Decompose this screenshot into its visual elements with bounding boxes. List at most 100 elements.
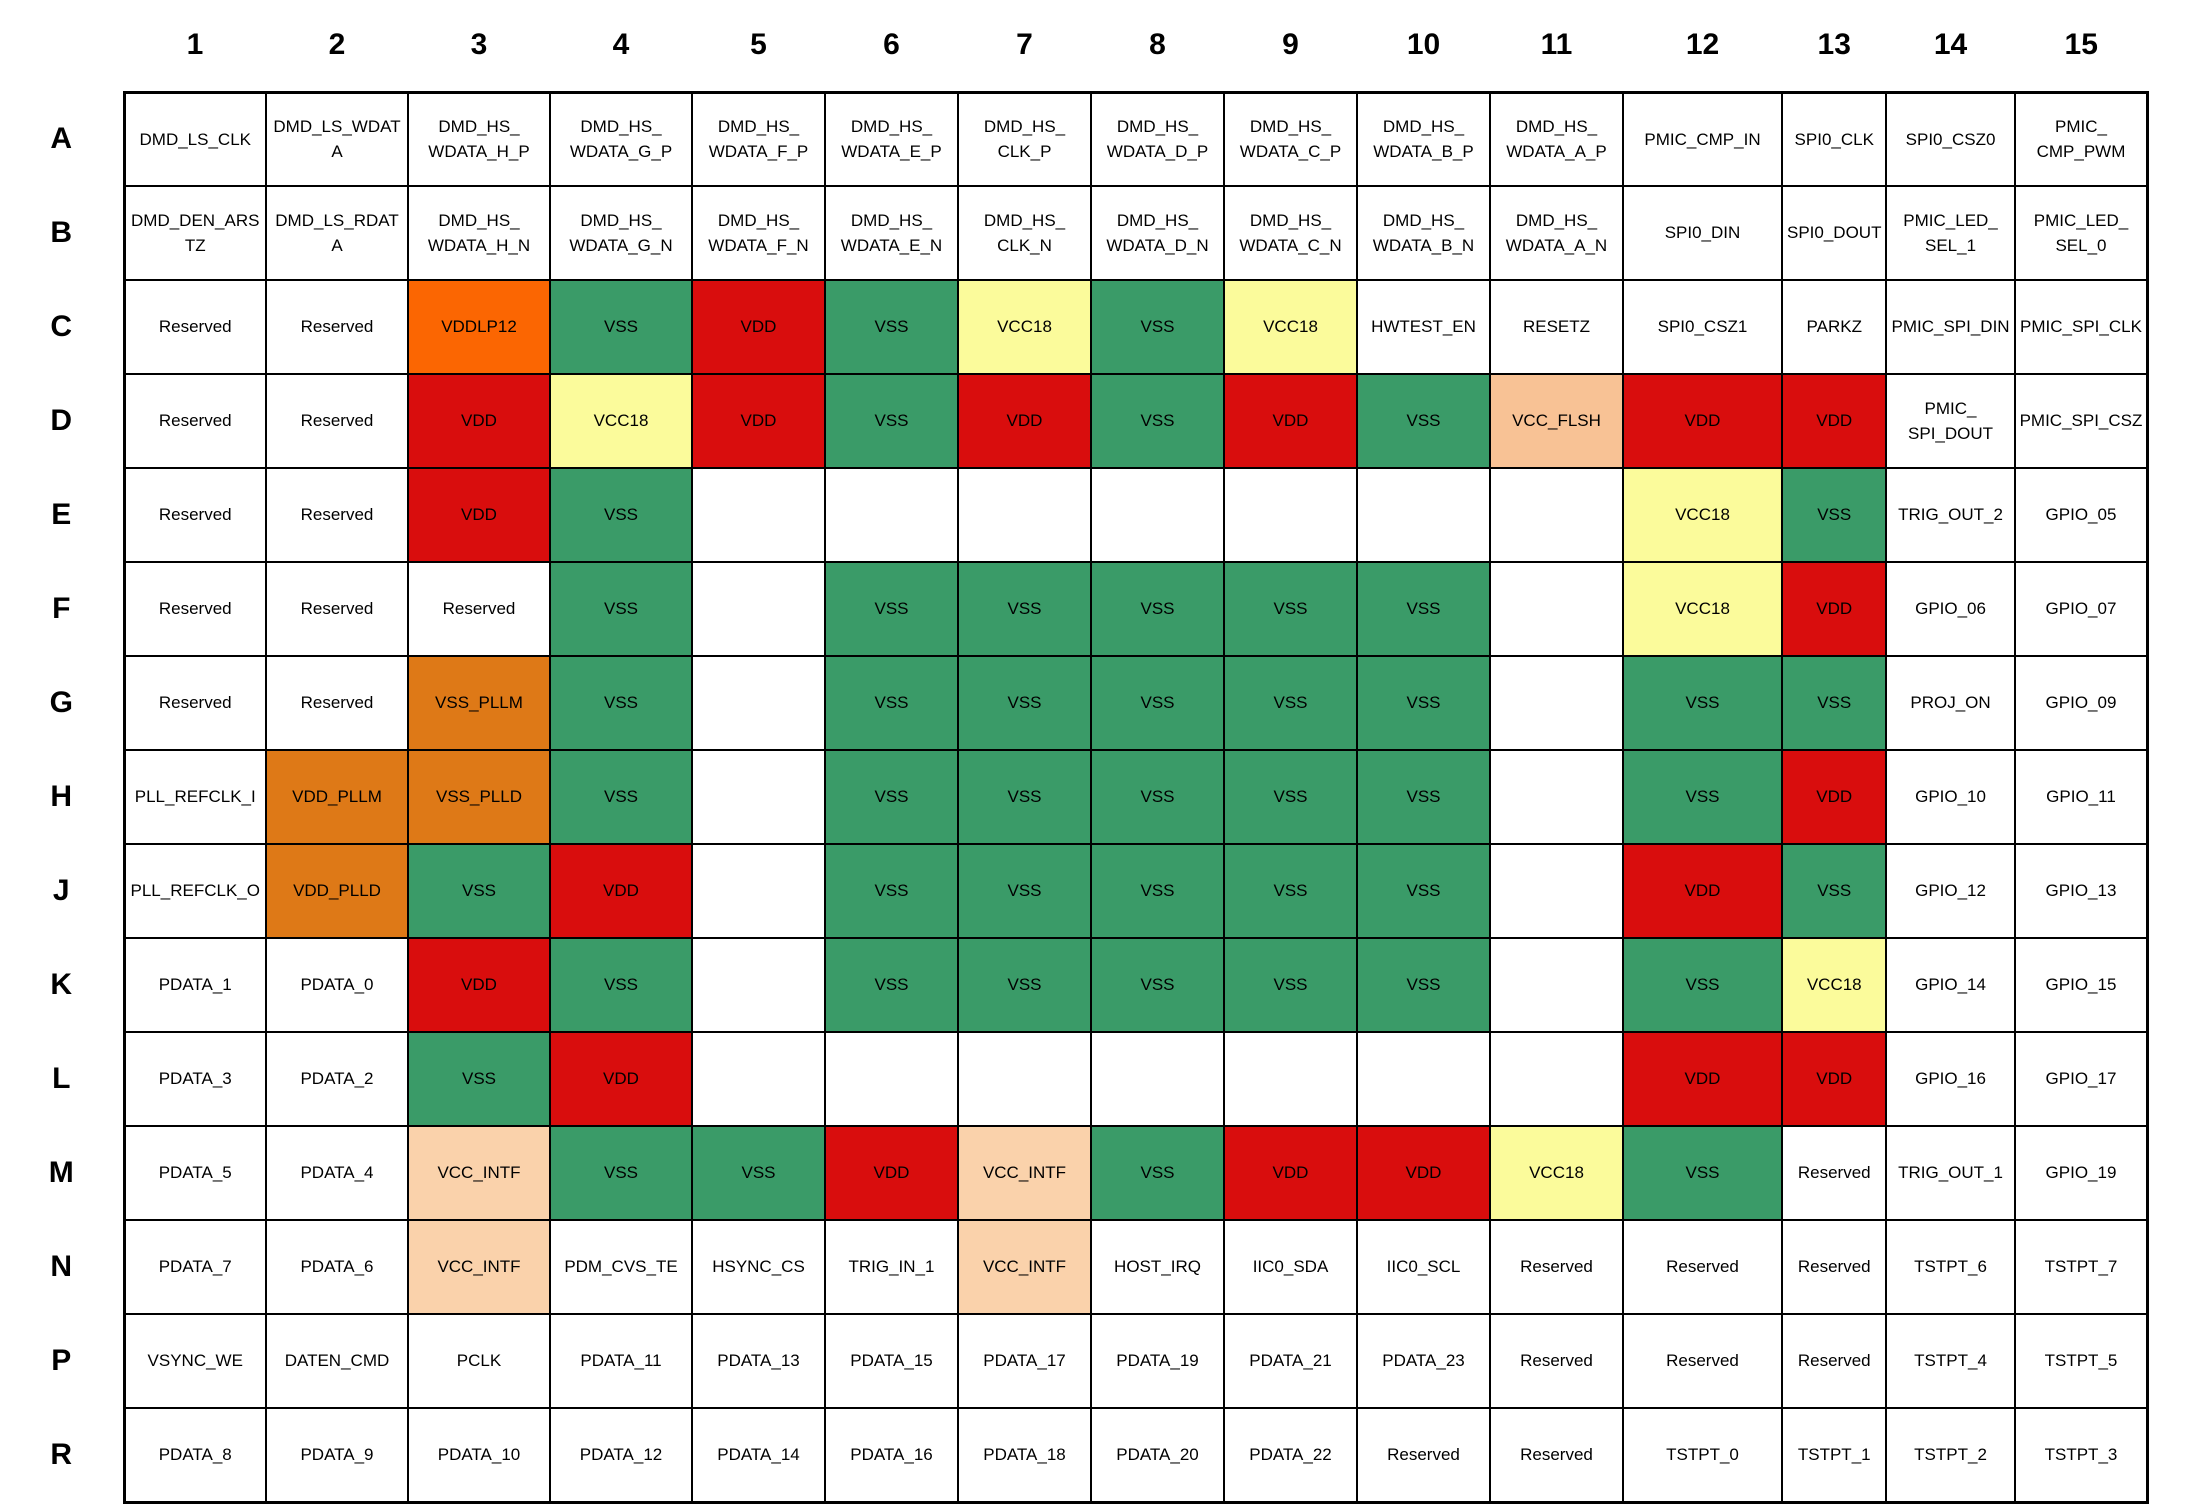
pin-M8: VSS xyxy=(1090,1125,1225,1221)
pin-A4: DMD_HS_ WDATA_G_P xyxy=(549,90,693,187)
pin-P11: Reserved xyxy=(1489,1313,1624,1409)
pin-M7: VCC_INTF xyxy=(957,1125,1092,1221)
pin-J6: VSS xyxy=(824,843,959,939)
pin-D2: Reserved xyxy=(265,373,409,469)
pin-L8 xyxy=(1090,1031,1225,1127)
pin-D5: VDD xyxy=(691,373,826,469)
pin-G4: VSS xyxy=(549,655,693,751)
pin-H12: VSS xyxy=(1622,749,1783,845)
pin-J10: VSS xyxy=(1356,843,1491,939)
pin-B12: SPI0_DIN xyxy=(1622,185,1783,281)
row-header-H: H xyxy=(0,750,124,844)
col-header-11: 11 xyxy=(1490,0,1623,92)
pin-N5: HSYNC_CS xyxy=(691,1219,826,1315)
pin-P12: Reserved xyxy=(1622,1313,1783,1409)
pin-D8: VSS xyxy=(1090,373,1225,469)
pin-E2: Reserved xyxy=(265,467,409,563)
pin-C4: VSS xyxy=(549,279,693,375)
row-header-K: K xyxy=(0,938,124,1032)
pin-B9: DMD_HS_ WDATA_C_N xyxy=(1223,185,1358,281)
pin-L11 xyxy=(1489,1031,1624,1127)
col-header-15: 15 xyxy=(2014,0,2148,92)
pin-R4: PDATA_12 xyxy=(549,1407,693,1504)
pin-row-M: M PDATA_5 PDATA_4 VCC_INTF VSS VSS VDD VCC_INTF… xyxy=(0,1125,2150,1221)
pin-F5 xyxy=(691,561,826,657)
pin-M10: VDD xyxy=(1356,1125,1491,1221)
pin-R5: PDATA_14 xyxy=(691,1407,826,1504)
pin-M11: VCC18 xyxy=(1489,1125,1624,1221)
pin-B15: PMIC_LED_ SEL_0 xyxy=(2013,185,2150,281)
corner-spacer xyxy=(0,0,124,92)
pin-A11: DMD_HS_ WDATA_A_P xyxy=(1489,90,1624,187)
pin-row-A: A DMD_LS_CLK DMD_LS_WDAT A DMD_HS_ WDATA_H_… xyxy=(0,90,2150,187)
pin-M12: VSS xyxy=(1622,1125,1783,1221)
pin-D12: VDD xyxy=(1622,373,1783,469)
pin-L1: PDATA_3 xyxy=(122,1031,267,1127)
pin-L4: VDD xyxy=(549,1031,693,1127)
pin-G3: VSS_PLLM xyxy=(407,655,551,751)
pin-P13: Reserved xyxy=(1780,1313,1888,1409)
pin-L7 xyxy=(957,1031,1092,1127)
pin-L5 xyxy=(691,1031,826,1127)
pin-P7: PDATA_17 xyxy=(957,1313,1092,1409)
pin-N1: PDATA_7 xyxy=(122,1219,267,1315)
pin-M9: VDD xyxy=(1223,1125,1358,1221)
pin-L13: VDD xyxy=(1780,1031,1888,1127)
pin-A1: DMD_LS_CLK xyxy=(122,90,267,187)
pin-C13: PARKZ xyxy=(1780,279,1888,375)
pin-G5 xyxy=(691,655,826,751)
pin-J8: VSS xyxy=(1090,843,1225,939)
pin-K8: VSS xyxy=(1090,937,1225,1033)
pin-H9: VSS xyxy=(1223,749,1358,845)
pin-P9: PDATA_21 xyxy=(1223,1313,1358,1409)
pin-A9: DMD_HS_ WDATA_C_P xyxy=(1223,90,1358,187)
pin-R15: TSTPT_3 xyxy=(2013,1407,2150,1504)
pin-K6: VSS xyxy=(824,937,959,1033)
pin-K2: PDATA_0 xyxy=(265,937,409,1033)
pin-row-N: N PDATA_7 PDATA_6 VCC_INTF PDM_CVS_TE HSYNC_C… xyxy=(0,1219,2150,1315)
pin-K10: VSS xyxy=(1356,937,1491,1033)
pin-C8: VSS xyxy=(1090,279,1225,375)
pin-D11: VCC_FLSH xyxy=(1489,373,1624,469)
pin-E11 xyxy=(1489,467,1624,563)
pin-C9: VCC18 xyxy=(1223,279,1358,375)
pin-J9: VSS xyxy=(1223,843,1358,939)
pin-C6: VSS xyxy=(824,279,959,375)
pin-M1: PDATA_5 xyxy=(122,1125,267,1221)
row-header-J: J xyxy=(0,844,124,938)
pin-C10: HWTEST_EN xyxy=(1356,279,1491,375)
pin-K5 xyxy=(691,937,826,1033)
pin-D15: PMIC_SPI_CSZ xyxy=(2013,373,2150,469)
pin-N2: PDATA_6 xyxy=(265,1219,409,1315)
pin-row-L: L PDATA_3 PDATA_2 VSS VDD VDD VDD GPIO_16 GPIO_1… xyxy=(0,1031,2150,1127)
pin-K9: VSS xyxy=(1223,937,1358,1033)
pin-K15: GPIO_15 xyxy=(2013,937,2150,1033)
pin-F6: VSS xyxy=(824,561,959,657)
pin-G9: VSS xyxy=(1223,655,1358,751)
pin-L2: PDATA_2 xyxy=(265,1031,409,1127)
pin-B4: DMD_HS_ WDATA_G_N xyxy=(549,185,693,281)
pin-E7 xyxy=(957,467,1092,563)
pin-G2: Reserved xyxy=(265,655,409,751)
pin-row-C: C Reserved Reserved VDDLP12 VSS VDD VSS VCC18 VS… xyxy=(0,279,2150,375)
pin-N10: IIC0_SCL xyxy=(1356,1219,1491,1315)
pin-G6: VSS xyxy=(824,655,959,751)
pin-E1: Reserved xyxy=(122,467,267,563)
pin-R6: PDATA_16 xyxy=(824,1407,959,1504)
pin-J4: VDD xyxy=(549,843,693,939)
pin-P4: PDATA_11 xyxy=(549,1313,693,1409)
pin-F14: GPIO_06 xyxy=(1885,561,2016,657)
pin-L9 xyxy=(1223,1031,1358,1127)
pin-C1: Reserved xyxy=(122,279,267,375)
pin-B14: PMIC_LED_ SEL_1 xyxy=(1885,185,2016,281)
pin-A15: PMIC_ CMP_PWM xyxy=(2013,90,2150,187)
pin-H13: VDD xyxy=(1780,749,1888,845)
pin-L12: VDD xyxy=(1622,1031,1783,1127)
pin-B2: DMD_LS_RDAT A xyxy=(265,185,409,281)
pin-P15: TSTPT_5 xyxy=(2013,1313,2150,1409)
pin-D6: VSS xyxy=(824,373,959,469)
pin-P1: VSYNC_WE xyxy=(122,1313,267,1409)
col-header-7: 7 xyxy=(958,0,1091,92)
pin-B10: DMD_HS_ WDATA_B_N xyxy=(1356,185,1491,281)
